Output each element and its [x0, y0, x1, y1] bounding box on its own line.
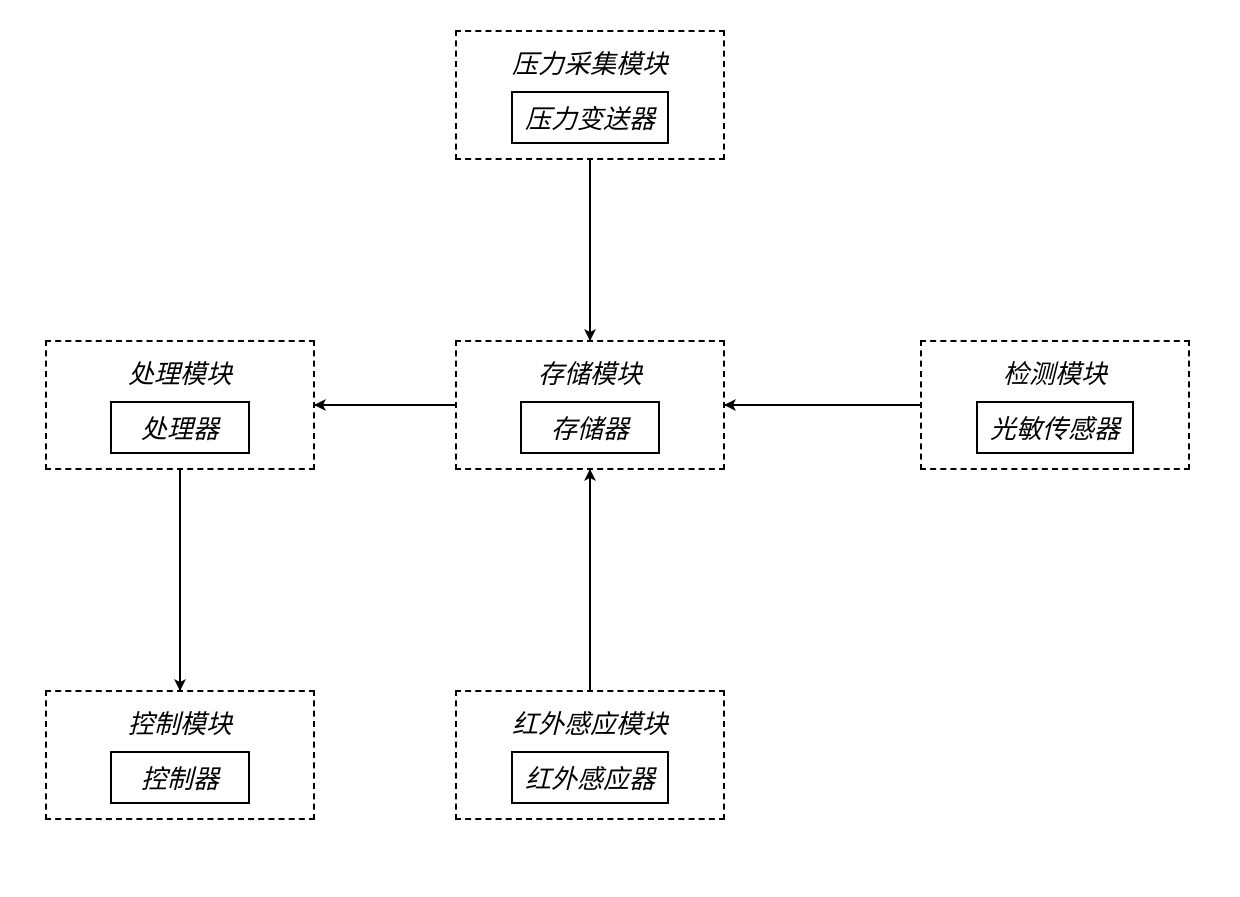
- node-storage-title: 存储模块: [457, 354, 723, 391]
- node-process-title: 处理模块: [47, 354, 313, 391]
- node-pressure-title: 压力采集模块: [457, 44, 723, 81]
- node-infrared-title: 红外感应模块: [457, 704, 723, 741]
- node-detect: 检测模块 光敏传感器: [920, 340, 1190, 470]
- node-infrared: 红外感应模块 红外感应器: [455, 690, 725, 820]
- node-control-inner: 控制器: [110, 751, 250, 804]
- node-storage: 存储模块 存储器: [455, 340, 725, 470]
- node-control-title: 控制模块: [47, 704, 313, 741]
- node-process: 处理模块 处理器: [45, 340, 315, 470]
- node-control: 控制模块 控制器: [45, 690, 315, 820]
- node-detect-inner: 光敏传感器: [976, 401, 1134, 454]
- node-pressure: 压力采集模块 压力变送器: [455, 30, 725, 160]
- node-process-inner: 处理器: [110, 401, 250, 454]
- node-storage-inner: 存储器: [520, 401, 660, 454]
- node-pressure-inner: 压力变送器: [511, 91, 669, 144]
- node-infrared-inner: 红外感应器: [511, 751, 669, 804]
- node-detect-title: 检测模块: [922, 354, 1188, 391]
